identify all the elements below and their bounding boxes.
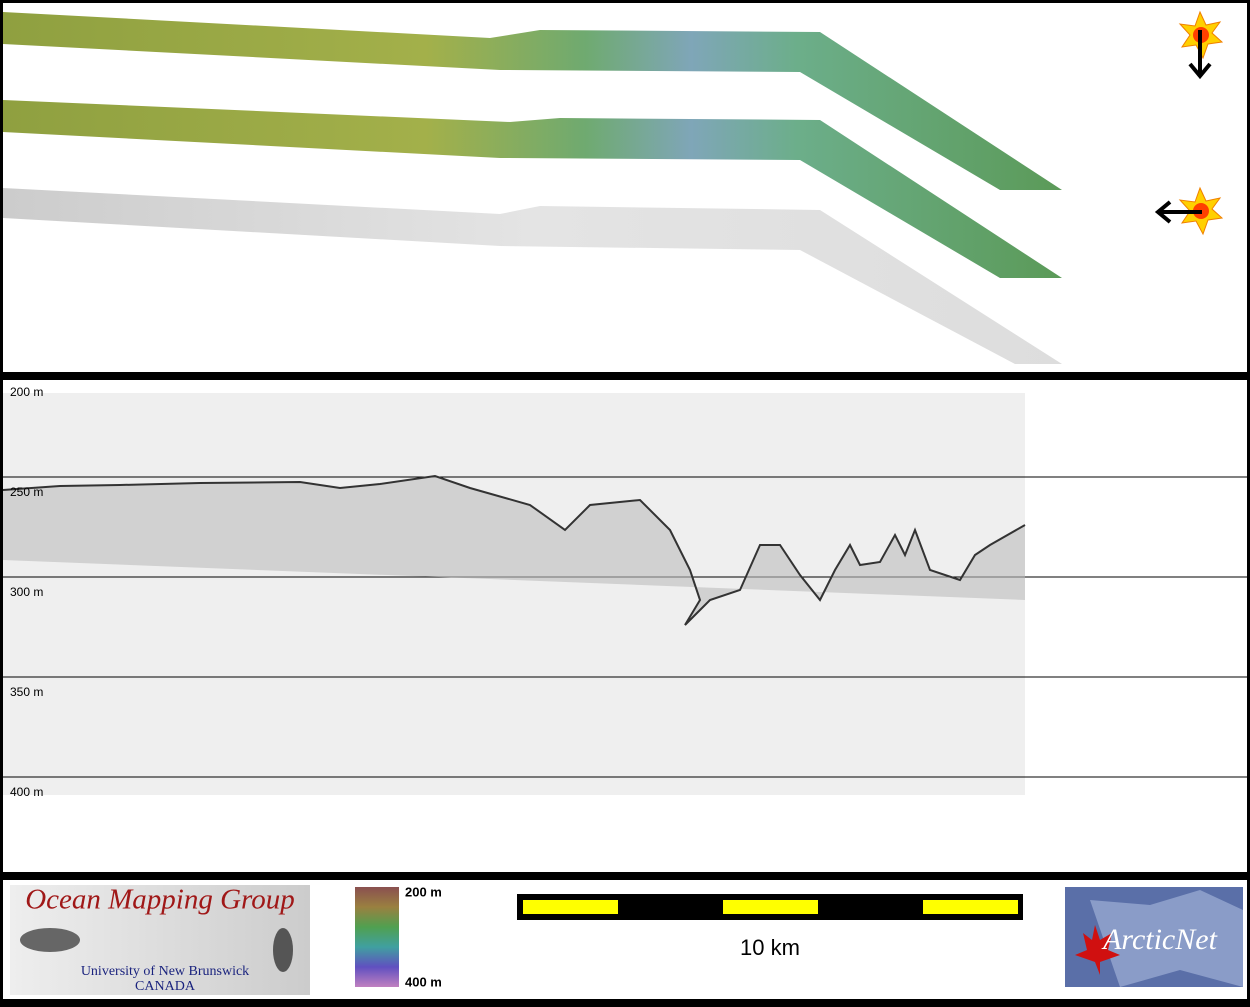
- depth-lines: [3, 476, 1247, 778]
- colorbar: [355, 887, 399, 987]
- depth-label: 400 m: [10, 785, 43, 799]
- omg-logo: Ocean Mapping Group University of New Br…: [10, 884, 310, 995]
- swaths: [3, 12, 1062, 364]
- partner-name: ArcticNet: [1101, 923, 1218, 956]
- echogram: [3, 393, 1025, 795]
- scale-bar: [517, 894, 1023, 920]
- depth-label: 250 m: [10, 485, 43, 499]
- logo-line: CANADA: [135, 979, 196, 994]
- depth-label: 200 m: [10, 385, 43, 399]
- depth-label: 350 m: [10, 685, 43, 699]
- depth-label: 300 m: [10, 585, 43, 599]
- logo-line: University of New Brunswick: [81, 964, 249, 979]
- arcticnet-logo: ArcticNet: [1065, 887, 1243, 987]
- swath: [3, 12, 1062, 190]
- sun-icon: [1178, 10, 1224, 80]
- logo-title: Ocean Mapping Group: [25, 884, 295, 916]
- sun-icon: [1154, 186, 1224, 236]
- seabed-line: [2, 474, 1026, 626]
- swath-backscatter: [3, 188, 1062, 364]
- seabed-reflection: [3, 476, 1025, 625]
- colorbar-label: 200 m: [405, 884, 442, 899]
- swath: [3, 100, 1062, 278]
- scale-label: 10 km: [740, 935, 800, 960]
- colorbar-label: 400 m: [405, 974, 442, 989]
